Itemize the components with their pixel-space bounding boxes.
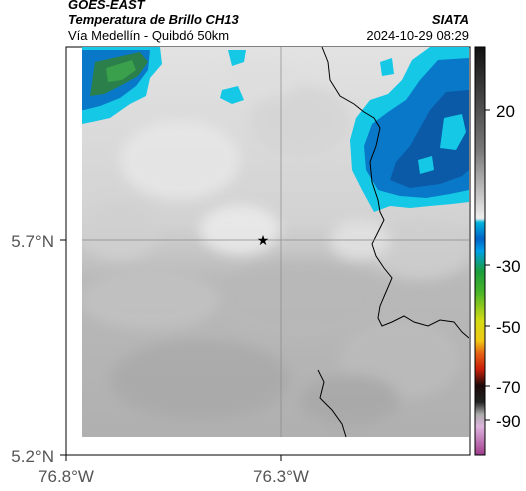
colorbar-tick-label: -30 xyxy=(496,257,521,276)
lat-tick-label: 5.2°N xyxy=(11,447,54,466)
station-marker-icon: ★ xyxy=(257,233,270,249)
satellite-imagery xyxy=(82,47,469,437)
lon-tick-label: 76.3°W xyxy=(253,467,309,486)
colorbar-tick-label: -50 xyxy=(496,318,521,337)
product-subtitle: Temperatura de Brillo CH13 xyxy=(68,12,239,27)
admin-border-south xyxy=(317,369,347,437)
lat-tick-label: 5.7°N xyxy=(11,232,54,251)
cold-cloud-east xyxy=(350,47,469,212)
colorbar-tick-label: -90 xyxy=(496,412,521,431)
product-title: GOES-EAST xyxy=(68,0,145,12)
lon-tick-label: 76.8°W xyxy=(38,467,94,486)
admin-border xyxy=(321,47,469,339)
cold-cloud-nw xyxy=(82,47,162,124)
colorbar xyxy=(474,46,486,456)
cloud-specks xyxy=(220,50,394,104)
route-label: Vía Medellín - Quibdó 50km xyxy=(68,28,230,43)
colorbar-tick-label: -70 xyxy=(496,378,521,397)
organization-label: SIATA xyxy=(431,12,469,27)
datetime-label: 2024-10-29 08:29 xyxy=(366,28,469,43)
colorbar-tick-label: 20 xyxy=(496,102,515,121)
